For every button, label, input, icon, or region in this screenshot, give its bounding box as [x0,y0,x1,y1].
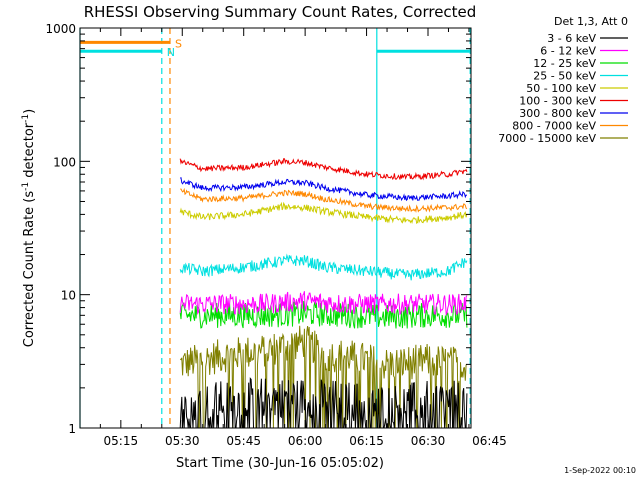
y-tick-label: 1 [68,422,76,436]
series-line [180,177,467,202]
series-line [179,253,468,281]
legend-entry: 100 - 300 keV [519,95,596,108]
x-tick-label: 05:30 [165,434,200,448]
legend-header: Det 1,3, Att 0 [554,15,628,28]
y-tick-label: 1000 [45,22,76,36]
axes: 05:15 05:30 05:45 06:00 06:15 06:30 06:45 1 10 10… [45,22,506,448]
x-tick-label: 06:00 [288,434,323,448]
legend-entry: 25 - 50 keV [533,70,596,83]
x-tick-label: 06:45 [472,434,507,448]
series-line [179,158,468,181]
series-line [179,325,468,429]
legend-entry: 50 - 100 keV [526,82,596,95]
legend-entry: 300 - 800 keV [519,107,596,120]
series-line [180,187,468,214]
plot-frame [79,27,472,429]
x-tick-label: 05:15 [104,434,139,448]
y-tick-label: 10 [61,289,76,303]
legend-entry: 800 - 7000 keV [512,120,596,133]
x-tick-label: 06:15 [349,434,384,448]
legend-entry: 6 - 12 keV [540,45,596,58]
y-tick-label: 100 [53,155,76,169]
flag-layer: SN [80,37,471,59]
footer-date: 1-Sep-2022 00:10 [564,466,636,475]
x-tick-label: 05:45 [226,434,261,448]
x-axis-label: Start Time (30-Jun-16 05:05:02) [176,456,384,471]
series-line [179,201,468,225]
legend-entry: 12 - 25 keV [533,57,596,70]
series-line [179,291,468,317]
flag-label: S [175,37,182,50]
y-axis-label: Corrected Count Rate (s-1 detector-1) [21,109,37,347]
x-tick-label: 06:30 [411,434,446,448]
flag-label: N [167,46,175,59]
chart-title: RHESSI Observing Summary Count Rates, Co… [84,3,477,21]
series-layer [179,158,468,429]
legend-entry: 3 - 6 keV [547,32,596,45]
legend-entry: 7000 - 15000 keV [498,132,596,145]
